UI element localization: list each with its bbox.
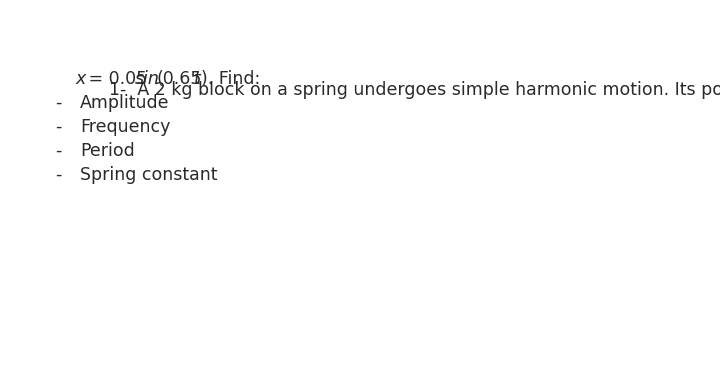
- Text: t: t: [194, 70, 201, 88]
- Text: -: -: [55, 142, 61, 160]
- Text: Period: Period: [80, 142, 135, 160]
- Text: Frequency: Frequency: [80, 118, 171, 136]
- Text: 1-  A 2 kg block on a spring undergoes simple harmonic motion. Its position can : 1- A 2 kg block on a spring undergoes si…: [109, 81, 720, 99]
- Text: (0.65: (0.65: [157, 70, 202, 88]
- Text: sin: sin: [135, 70, 160, 88]
- Text: -: -: [55, 118, 61, 136]
- Text: Spring constant: Spring constant: [80, 166, 217, 184]
- Text: ). Find:: ). Find:: [201, 70, 260, 88]
- Text: -: -: [55, 166, 61, 184]
- Text: Amplitude: Amplitude: [80, 94, 169, 112]
- Text: = 0.05: = 0.05: [83, 70, 153, 88]
- Text: x: x: [75, 70, 85, 88]
- Text: -: -: [55, 94, 61, 112]
